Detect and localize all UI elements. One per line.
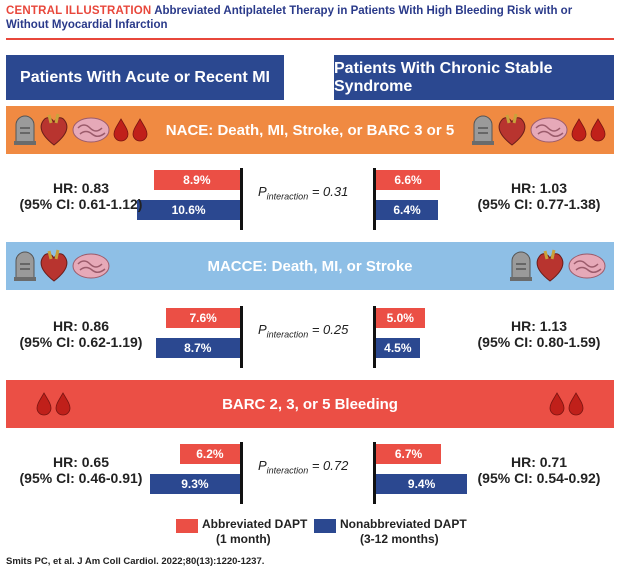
- tombstone-icon: [510, 251, 532, 281]
- band-nace-icons-left: [14, 106, 148, 154]
- band-nace: NACE: Death, MI, Stroke, or BARC 3 or 5: [6, 106, 614, 154]
- blood-drop-icon: [590, 118, 606, 142]
- hr-left: HR: 0.65 (95% CI: 0.46-0.91): [6, 454, 156, 486]
- legend-swatch-abbreviated: [176, 519, 198, 533]
- band-bleeding: BARC 2, 3, or 5 Bleeding: [6, 380, 614, 428]
- bar-right-nonabbreviated: 9.4%: [376, 474, 468, 494]
- bar-right-abbreviated: 6.6%: [376, 170, 441, 190]
- band-nace-title: NACE: Death, MI, Stroke, or BARC 3 or 5: [165, 121, 455, 139]
- hr-right-value: HR: 0.71: [510, 454, 568, 470]
- bar-left-abbreviated: 8.9%: [153, 170, 240, 190]
- tombstone-icon: [14, 115, 36, 145]
- hr-right: HR: 1.03 (95% CI: 0.77-1.38): [464, 180, 614, 212]
- p-interaction-prefix: P: [258, 458, 267, 473]
- p-interaction: Pinteraction = 0.25: [258, 322, 348, 340]
- hr-left-ci: (95% CI: 0.61-1.12): [19, 196, 143, 212]
- p-interaction: Pinteraction = 0.31: [258, 184, 348, 202]
- bar-left-abbreviated: 7.6%: [166, 308, 240, 328]
- bar-left-nonabbreviated: 9.3%: [149, 474, 240, 494]
- p-interaction-value: = 0.25: [308, 322, 349, 337]
- hr-right: HR: 0.71 (95% CI: 0.54-0.92): [464, 454, 614, 486]
- hr-right-ci: (95% CI: 0.77-1.38): [477, 196, 601, 212]
- p-interaction-value: = 0.72: [308, 458, 349, 473]
- hr-left-value: HR: 0.86: [52, 318, 110, 334]
- blood-drop-icon: [55, 392, 71, 416]
- bar-right-nonabbreviated: 6.4%: [376, 200, 439, 220]
- band-macce-icons-right: [510, 242, 606, 290]
- bar-right-nonabbreviated: 4.5%: [376, 338, 420, 358]
- hr-left-ci: (95% CI: 0.46-0.91): [19, 470, 143, 486]
- band-macce-icons-left: [14, 242, 110, 290]
- blood-drop-icon: [36, 392, 52, 416]
- hr-right-value: HR: 1.13: [510, 318, 568, 334]
- header-divider: [6, 38, 614, 40]
- bar-right-abbreviated: 5.0%: [376, 308, 425, 328]
- bar-left-nonabbreviated: 10.6%: [137, 200, 240, 220]
- legend-nonabbreviated-line2: (3-12 months): [360, 532, 439, 546]
- hr-left: HR: 0.86 (95% CI: 0.62-1.19): [6, 318, 156, 350]
- brain-icon: [72, 116, 110, 144]
- legend-swatch-nonabbreviated: [314, 519, 336, 533]
- figure-header: CENTRAL ILLUSTRATION Abbreviated Antipla…: [6, 4, 614, 34]
- band-macce-title: MACCE: Death, MI, or Stroke: [207, 257, 413, 275]
- right-axis-line: [373, 306, 376, 368]
- p-interaction-sub: interaction: [266, 329, 309, 340]
- p-interaction: Pinteraction = 0.72: [258, 458, 348, 476]
- right-axis-line: [373, 442, 376, 504]
- header-title: Abbreviated Antiplatelet Therapy in Pati…: [6, 5, 573, 31]
- p-interaction-prefix: P: [258, 184, 267, 199]
- heart-icon: [497, 113, 527, 147]
- brain-icon: [530, 116, 568, 144]
- brain-icon: [568, 252, 606, 280]
- blood-drop-icon: [549, 392, 565, 416]
- band-bleeding-icons-right: [549, 380, 584, 428]
- bar-right-abbreviated: 6.7%: [376, 444, 441, 464]
- p-interaction-sub: interaction: [266, 465, 309, 476]
- legend-nonabbreviated-line1: Nonabbreviated DAPT: [340, 517, 467, 531]
- bar-left-abbreviated: 6.2%: [179, 444, 240, 464]
- blood-drop-icon: [571, 118, 587, 142]
- legend-nonabbreviated: Nonabbreviated DAPT (3-12 months): [340, 517, 467, 547]
- legend-abbreviated-line1: Abbreviated DAPT: [202, 517, 308, 531]
- band-bleeding-icons-left: [36, 380, 71, 428]
- hr-right-ci: (95% CI: 0.54-0.92): [477, 470, 601, 486]
- column-header-left: Patients With Acute or Recent MI: [6, 55, 284, 100]
- column-header-right: Patients With Chronic Stable Syndrome: [334, 55, 614, 100]
- header-label: CENTRAL ILLUSTRATION: [6, 5, 152, 17]
- legend-abbreviated-line2: (1 month): [216, 532, 271, 546]
- hr-left-ci: (95% CI: 0.62-1.19): [19, 334, 143, 350]
- heart-icon: [39, 249, 69, 283]
- left-axis-line: [240, 168, 243, 230]
- blood-drop-icon: [132, 118, 148, 142]
- right-axis-line: [373, 168, 376, 230]
- hr-right: HR: 1.13 (95% CI: 0.80-1.59): [464, 318, 614, 350]
- p-interaction-sub: interaction: [266, 191, 309, 202]
- heart-icon: [39, 113, 69, 147]
- brain-icon: [72, 252, 110, 280]
- hr-left: HR: 0.83 (95% CI: 0.61-1.12): [6, 180, 156, 212]
- p-interaction-prefix: P: [258, 322, 267, 337]
- legend-abbreviated: Abbreviated DAPT (1 month): [202, 517, 307, 547]
- hr-right-value: HR: 1.03: [510, 180, 568, 196]
- band-macce: MACCE: Death, MI, or Stroke: [6, 242, 614, 290]
- tombstone-icon: [472, 115, 494, 145]
- blood-drop-icon: [113, 118, 129, 142]
- hr-right-ci: (95% CI: 0.80-1.59): [477, 334, 601, 350]
- citation: Smits PC, et al. J Am Coll Cardiol. 2022…: [6, 556, 265, 567]
- left-axis-line: [240, 442, 243, 504]
- p-interaction-value: = 0.31: [308, 184, 349, 199]
- band-bleeding-title: BARC 2, 3, or 5 Bleeding: [222, 395, 398, 413]
- hr-left-value: HR: 0.65: [52, 454, 110, 470]
- band-nace-icons-right: [472, 106, 606, 154]
- left-axis-line: [240, 306, 243, 368]
- hr-left-value: HR: 0.83: [52, 180, 110, 196]
- bar-left-nonabbreviated: 8.7%: [155, 338, 240, 358]
- blood-drop-icon: [568, 392, 584, 416]
- tombstone-icon: [14, 251, 36, 281]
- heart-icon: [535, 249, 565, 283]
